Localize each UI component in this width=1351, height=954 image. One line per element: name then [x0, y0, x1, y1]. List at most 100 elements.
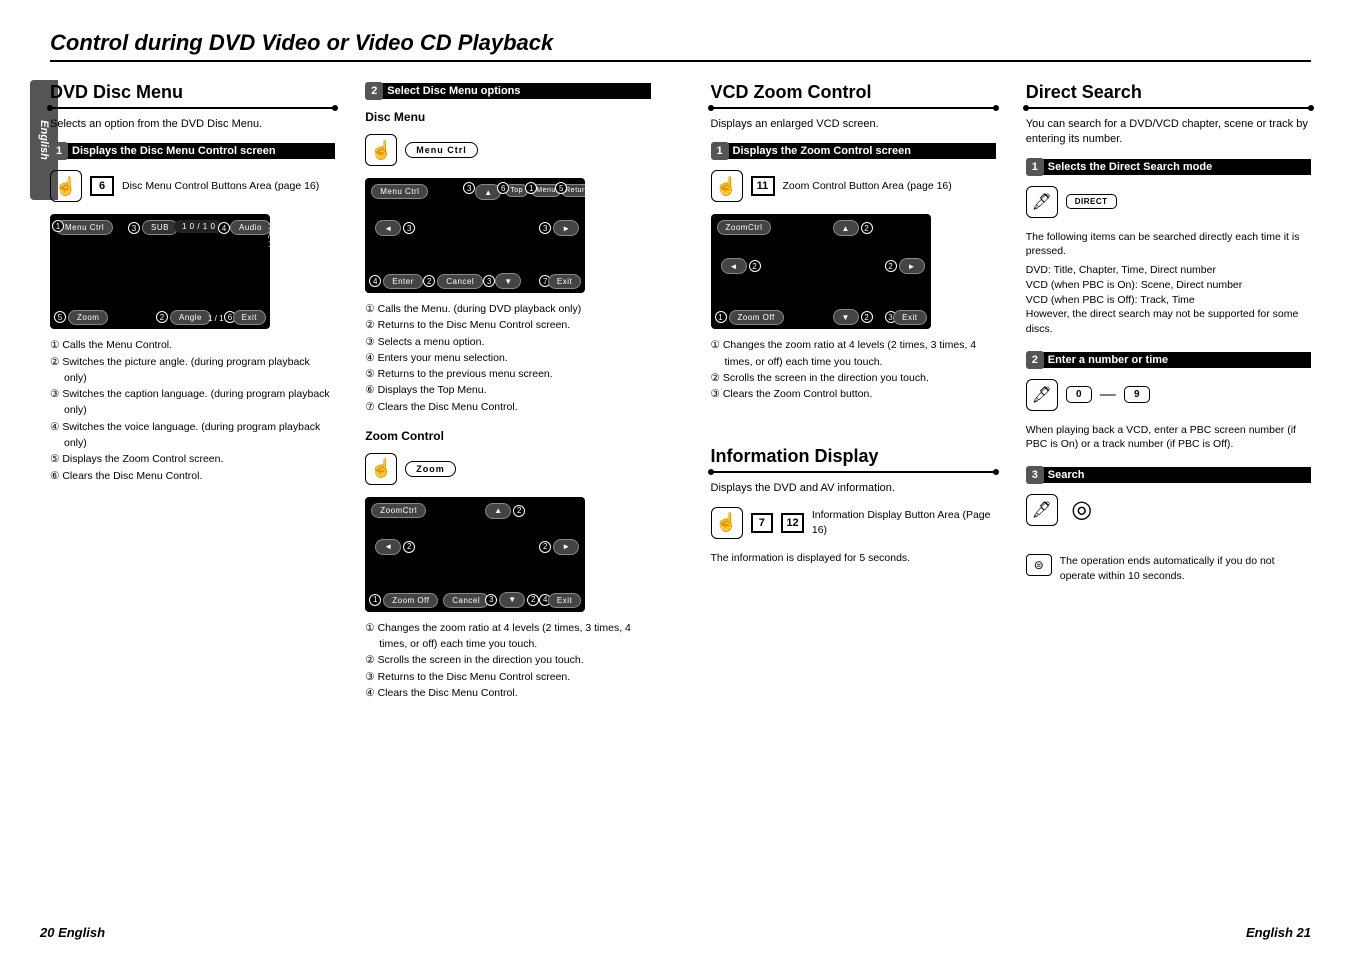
up-arrow: ▲	[485, 503, 511, 519]
footer-right: English 21	[1246, 925, 1311, 940]
step-1: 1 Displays the Disc Menu Control screen	[50, 142, 335, 160]
page-footer: 20 English English 21	[40, 925, 1311, 940]
zoom-pill-row: ☝ Zoom	[365, 453, 650, 485]
list-item: ② Switches the picture angle. (during pr…	[50, 354, 335, 387]
note-row: ⊜ The operation ends automatically if yo…	[1026, 554, 1311, 583]
menu-ctrl-screen: Menu Ctrl ▲ Top Menu Return 3 6 1 5 ◄ 3 …	[365, 178, 585, 293]
direct-search-intro: You can search for a DVD/VCD chapter, sc…	[1026, 117, 1311, 148]
off-pill: Zoom Off	[729, 310, 784, 325]
marker-2: 2	[156, 311, 168, 323]
marker-4: 4	[218, 222, 230, 234]
section-rule	[711, 107, 996, 109]
dvd-menu-screen: Menu Ctrl 3 SUB 1 0 / 1 0 4 Audio 1 / 1 …	[50, 214, 270, 329]
column-vcd-info: VCD Zoom Control Displays an enlarged VC…	[681, 82, 996, 862]
disc-menu-pill-row: ☝ Menu Ctrl	[365, 134, 650, 166]
step-num: 1	[711, 142, 729, 160]
list-item: ② Scrolls the screen in the direction yo…	[365, 652, 650, 668]
direct-key-row: 🖋 DIRECT	[1026, 186, 1311, 218]
menu-ctrl-pill[interactable]: Menu Ctrl	[405, 142, 478, 158]
cancel-pill: Cancel	[437, 274, 483, 289]
exit-pill: Exit	[893, 310, 926, 325]
exit-pill: Exit	[548, 593, 581, 608]
ds-para1: The following items can be searched dire…	[1026, 230, 1311, 259]
up-arrow: ▲	[833, 220, 859, 236]
left-arrow: ◄	[375, 539, 401, 555]
direct-key[interactable]: DIRECT	[1066, 194, 1117, 209]
menu-ctrl-list: ① Calls the Menu. (during DVD playback o…	[365, 301, 650, 415]
angle-pill: Angle	[170, 310, 211, 325]
touch-icon: ☝	[365, 134, 397, 166]
marker: 3	[539, 222, 551, 234]
marker: 3	[463, 182, 475, 194]
list-item: ④ Switches the voice language. (during p…	[50, 419, 335, 452]
dvd-disc-menu-heading: DVD Disc Menu	[50, 82, 335, 103]
exit-pill: Exit	[548, 274, 581, 289]
remote-icon: 🖋	[1026, 186, 1058, 218]
list-item: ② Scrolls the screen in the direction yo…	[711, 370, 996, 386]
remote-icon: 🖋	[1026, 379, 1058, 411]
step-num: 2	[1026, 351, 1044, 369]
dvd-menu-list: ① Calls the Menu Control. ② Switches the…	[50, 337, 335, 483]
dvd-intro: Selects an option from the DVD Disc Menu…	[50, 117, 335, 132]
step-num: 1	[50, 142, 68, 160]
column-dvd-disc-menu: DVD Disc Menu Selects an option from the…	[50, 82, 335, 862]
button-ref-num: 6	[90, 176, 114, 196]
touch-icon: ☝	[711, 507, 743, 539]
marker: 3	[403, 222, 415, 234]
vcd-intro: Displays an enlarged VCD screen.	[711, 117, 996, 132]
vcd-button-ref: ☝ 11 Zoom Control Button Area (page 16)	[711, 170, 996, 202]
step-label: Search	[1042, 467, 1311, 483]
screen-title-pill: Menu Ctrl	[56, 220, 113, 235]
audio-val: 1 / 1	[268, 222, 270, 249]
marker: 1	[715, 311, 727, 323]
list-item: ⑤ Returns to the previous menu screen.	[365, 366, 650, 382]
language-tab-label: English	[38, 120, 50, 160]
button-ref-text: Zoom Control Button Area (page 16)	[783, 179, 952, 194]
step-label: Selects the Direct Search mode	[1042, 159, 1311, 175]
zoom-pill[interactable]: Zoom	[405, 461, 456, 477]
number-keys-row: 🖋 0 — 9	[1026, 379, 1311, 411]
key-dash: —	[1100, 386, 1116, 404]
left-arrow: ◄	[375, 220, 401, 236]
down-arrow: ▼	[833, 309, 859, 325]
info-box-7: 7	[751, 513, 774, 533]
marker: 2	[513, 505, 525, 517]
ds-para5: However, the direct search may not be su…	[1026, 307, 1311, 336]
key-9[interactable]: 9	[1124, 386, 1150, 403]
marker: 3	[483, 275, 495, 287]
marker: 2	[749, 260, 761, 272]
info-note: The information is displayed for 5 secon…	[711, 551, 996, 566]
marker: 4	[369, 275, 381, 287]
touch-icon: ☝	[50, 170, 82, 202]
disc-menu-subhead: Disc Menu	[365, 110, 650, 124]
button-ref-num: 11	[751, 176, 775, 196]
search-icons-row: 🖋 ◎	[1026, 494, 1311, 526]
vcd-zoom-list: ① Changes the zoom ratio at 4 levels (2 …	[711, 337, 996, 402]
step-label: Displays the Disc Menu Control screen	[66, 143, 335, 159]
cancel-pill: Cancel	[443, 593, 489, 608]
list-item: ④ Enters your menu selection.	[365, 350, 650, 366]
down-arrow: ▼	[499, 592, 525, 608]
marker: 2	[861, 311, 873, 323]
ds-para2: DVD: Title, Chapter, Time, Direct number	[1026, 263, 1311, 278]
vcd-zoom-heading: VCD Zoom Control	[711, 82, 996, 103]
key-0[interactable]: 0	[1066, 386, 1092, 403]
marker: 2	[527, 594, 539, 606]
marker: 2	[861, 222, 873, 234]
page-title: Control during DVD Video or Video CD Pla…	[50, 30, 1311, 56]
ds-step-2: 2 Enter a number or time	[1026, 351, 1311, 369]
enter-pill: Enter	[383, 274, 423, 289]
direct-search-heading: Direct Search	[1026, 82, 1311, 103]
button-ref-row: ☝ 6 Disc Menu Control Buttons Area (page…	[50, 170, 335, 202]
screen-title: Menu Ctrl	[371, 184, 428, 199]
step-num: 2	[365, 82, 383, 100]
sub-pill: SUB	[142, 220, 178, 235]
screen-title: ZoomCtrl	[371, 503, 426, 518]
ds-step2-para: When playing back a VCD, enter a PBC scr…	[1026, 423, 1311, 452]
list-item: ③ Switches the caption language. (during…	[50, 386, 335, 419]
down-arrow: ▼	[495, 273, 521, 289]
list-item: ② Returns to the Disc Menu Control scree…	[365, 317, 650, 333]
angle-val: 1 / 1	[208, 314, 224, 323]
touch-icon: ☝	[365, 453, 397, 485]
zoom-ctrl-subhead: Zoom Control	[365, 429, 650, 443]
